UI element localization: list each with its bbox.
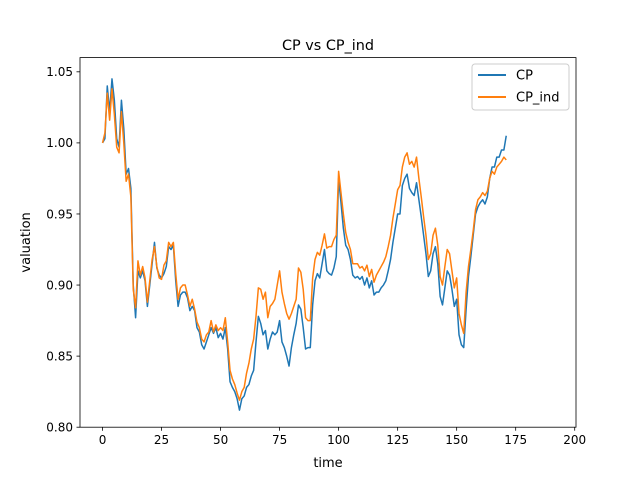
legend-label-cp: CP bbox=[516, 69, 533, 84]
y-tick-label: 1.05 bbox=[46, 65, 73, 79]
y-tick-label: 0.95 bbox=[46, 207, 73, 221]
y-tick-label: 0.80 bbox=[46, 421, 73, 435]
x-axis-label: time bbox=[313, 456, 342, 471]
y-axis: 0.80 0.85 0.90 0.95 1.00 1.05 bbox=[46, 65, 80, 435]
x-tick-label: 200 bbox=[563, 433, 586, 447]
y-tick-label: 0.85 bbox=[46, 349, 73, 363]
y-axis-label: valuation bbox=[19, 212, 34, 272]
chart-title: CP vs CP_ind bbox=[282, 38, 374, 54]
series-line-cp-ind bbox=[101, 88, 507, 401]
legend: CP CP_ind bbox=[471, 63, 570, 111]
legend-label-cp-ind: CP_ind bbox=[516, 91, 560, 106]
x-axis: 0 25 50 75 100 125 150 175 200 bbox=[99, 427, 586, 447]
x-tick-label: 100 bbox=[327, 433, 350, 447]
series-line-cp bbox=[101, 78, 507, 411]
x-tick-label: 125 bbox=[386, 433, 409, 447]
x-tick-label: 150 bbox=[445, 433, 468, 447]
y-tick-label: 0.90 bbox=[46, 278, 73, 292]
plot-frame bbox=[79, 57, 577, 428]
x-tick-label: 175 bbox=[504, 433, 527, 447]
x-tick-label: 25 bbox=[154, 433, 169, 447]
y-tick-label: 1.00 bbox=[46, 136, 73, 150]
plot-lines bbox=[101, 78, 507, 411]
x-tick-label: 75 bbox=[272, 433, 287, 447]
x-tick-label: 0 bbox=[99, 433, 107, 447]
x-tick-label: 50 bbox=[213, 433, 228, 447]
